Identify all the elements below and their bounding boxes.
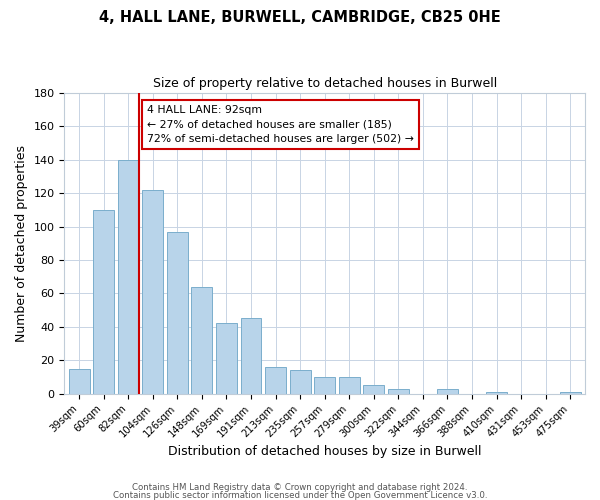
- Bar: [93, 210, 114, 394]
- Text: 4 HALL LANE: 92sqm
← 27% of detached houses are smaller (185)
72% of semi-detach: 4 HALL LANE: 92sqm ← 27% of detached hou…: [147, 104, 414, 144]
- Title: Size of property relative to detached houses in Burwell: Size of property relative to detached ho…: [152, 78, 497, 90]
- Bar: [388, 388, 409, 394]
- Bar: [486, 392, 507, 394]
- Bar: [142, 190, 163, 394]
- Bar: [216, 324, 237, 394]
- Bar: [265, 367, 286, 394]
- Bar: [167, 232, 188, 394]
- Bar: [339, 377, 359, 394]
- Bar: [437, 388, 458, 394]
- Bar: [290, 370, 311, 394]
- Text: Contains public sector information licensed under the Open Government Licence v3: Contains public sector information licen…: [113, 491, 487, 500]
- X-axis label: Distribution of detached houses by size in Burwell: Distribution of detached houses by size …: [168, 444, 481, 458]
- Bar: [191, 286, 212, 394]
- Bar: [118, 160, 139, 394]
- Bar: [364, 386, 384, 394]
- Bar: [241, 318, 262, 394]
- Text: Contains HM Land Registry data © Crown copyright and database right 2024.: Contains HM Land Registry data © Crown c…: [132, 484, 468, 492]
- Bar: [560, 392, 581, 394]
- Text: 4, HALL LANE, BURWELL, CAMBRIDGE, CB25 0HE: 4, HALL LANE, BURWELL, CAMBRIDGE, CB25 0…: [99, 10, 501, 25]
- Y-axis label: Number of detached properties: Number of detached properties: [15, 145, 28, 342]
- Bar: [314, 377, 335, 394]
- Bar: [69, 368, 89, 394]
